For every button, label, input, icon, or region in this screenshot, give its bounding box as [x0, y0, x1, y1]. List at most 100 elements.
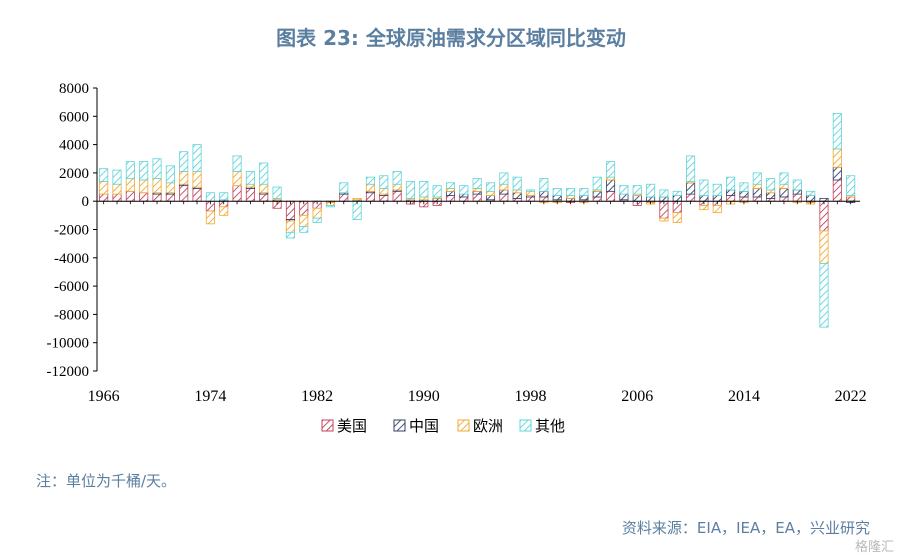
bar-us-2003: [592, 196, 602, 202]
bar-europe-1976: [232, 171, 242, 187]
bar-europe-1971: [165, 182, 175, 194]
bar-europe-2020: [819, 230, 829, 264]
legend-label-europe: 欧洲: [473, 417, 503, 435]
bar-europe-1980: [285, 220, 295, 233]
bar-europe-1996: [499, 183, 509, 191]
legend-swatch-other: [519, 419, 532, 432]
bar-europe-1995: [485, 190, 496, 196]
bar-other-2011: [699, 179, 709, 196]
bar-us-2004: [606, 190, 616, 202]
bar-europe-1998: [525, 190, 536, 196]
bar-europe-1972: [179, 171, 189, 185]
y-tick-label: -8000: [54, 307, 89, 323]
bar-china-2008: [659, 196, 669, 202]
bar-other-1966: [99, 168, 109, 182]
bar-china-2003: [592, 190, 602, 198]
bar-europe-2009: [672, 212, 682, 223]
bar-other-1997: [512, 176, 522, 191]
source-note: 资料来源：EIA，IEA，EA，兴业研究: [621, 519, 870, 537]
legend-swatch-europe: [457, 419, 470, 432]
bar-europe-1974: [205, 210, 215, 225]
bar-europe-1978: [259, 183, 269, 194]
bar-other-2018: [792, 179, 802, 191]
x-tick-label: 1990: [408, 388, 440, 405]
bar-other-1994: [472, 178, 482, 189]
x-axis: 1966 1974 1982 1990 1998 2006 2014 2022: [88, 200, 867, 405]
bar-other-1978: [259, 162, 269, 185]
bar-us-1968: [125, 190, 135, 202]
bar-other-2000: [552, 188, 562, 196]
bar-europe-2015: [752, 183, 762, 189]
bar-europe-1987: [379, 188, 389, 195]
legend-swatch-us: [321, 419, 334, 432]
bar-other-1981: [299, 226, 309, 233]
bar-other-2008: [659, 189, 669, 198]
bar-other-1995: [485, 182, 496, 192]
bar-china-2015: [752, 188, 762, 198]
bar-us-2022: [846, 196, 856, 202]
bar-us-1967: [112, 193, 122, 202]
bar-other-2021: [832, 113, 842, 150]
bar-europe-1992: [445, 188, 456, 192]
bar-us-1977: [245, 188, 255, 202]
bar-other-1993: [459, 185, 469, 195]
bar-other-1991: [432, 185, 442, 198]
x-tick-label: 2022: [835, 388, 867, 405]
bar-europe-1990: [419, 196, 429, 201]
bar-other-2016: [766, 178, 776, 191]
bar-europe-2021: [832, 148, 842, 168]
y-tick-label: -12000: [47, 364, 90, 380]
bar-us-2017: [779, 196, 789, 202]
bar-other-1982: [312, 217, 322, 223]
y-tick-label: -4000: [54, 251, 89, 267]
bar-other-2015: [752, 172, 762, 185]
bar-other-2014: [739, 182, 749, 192]
bar-china-2013: [726, 189, 736, 196]
bar-europe-1981: [299, 214, 309, 228]
legend-swatch-china: [393, 419, 406, 432]
bar-europe-1982: [312, 207, 322, 219]
bar-europe-2012: [712, 205, 722, 213]
legend-label-us: 美国: [337, 417, 367, 435]
bar-china-2010: [686, 182, 696, 195]
legend: 美国 中国 欧洲 其他: [321, 417, 565, 435]
bar-us-1988: [392, 190, 402, 202]
bar-china-2000: [552, 195, 562, 201]
bar-other-2006: [632, 185, 642, 195]
x-tick-label: 2014: [728, 388, 760, 405]
bar-other-2002: [579, 188, 589, 196]
bar-us-1996: [499, 193, 509, 202]
bar-us-1999: [539, 196, 549, 202]
bar-china-2017: [779, 188, 789, 198]
bar-other-1967: [112, 169, 122, 185]
bar-europe-2011: [699, 205, 709, 211]
bar-us-1969: [139, 192, 149, 202]
bar-europe-2004: [606, 176, 616, 181]
bar-us-2018: [792, 193, 802, 202]
bar-china-2016: [766, 192, 776, 199]
unit-note: 注：单位为千桶/天。: [36, 472, 177, 490]
watermark: 格隆汇: [854, 540, 894, 555]
bar-europe-1997: [512, 189, 522, 194]
bar-other-1975: [219, 192, 229, 201]
bar-other-1999: [539, 178, 549, 192]
bar-other-2022: [846, 175, 856, 196]
bar-other-1979: [272, 186, 282, 199]
x-tick-label: 2006: [621, 388, 653, 405]
x-tick-label: 1966: [88, 388, 120, 405]
x-tick-label: 1982: [301, 388, 333, 405]
bar-china-2019: [806, 195, 816, 202]
bar-other-1976: [232, 155, 242, 172]
bar-china-2005: [619, 193, 629, 201]
bar-europe-1966: [99, 180, 109, 195]
bar-other-1983: [325, 205, 335, 208]
bar-europe-2001: [566, 195, 576, 199]
bar-us-2021: [832, 179, 842, 202]
bar-europe-2008: [659, 217, 669, 222]
bar-other-2005: [619, 185, 629, 195]
bar-europe-1975: [219, 206, 229, 216]
bar-other-1990: [419, 180, 429, 198]
bars: [99, 113, 856, 328]
bar-other-2009: [672, 190, 682, 196]
bar-other-1989: [405, 180, 416, 199]
